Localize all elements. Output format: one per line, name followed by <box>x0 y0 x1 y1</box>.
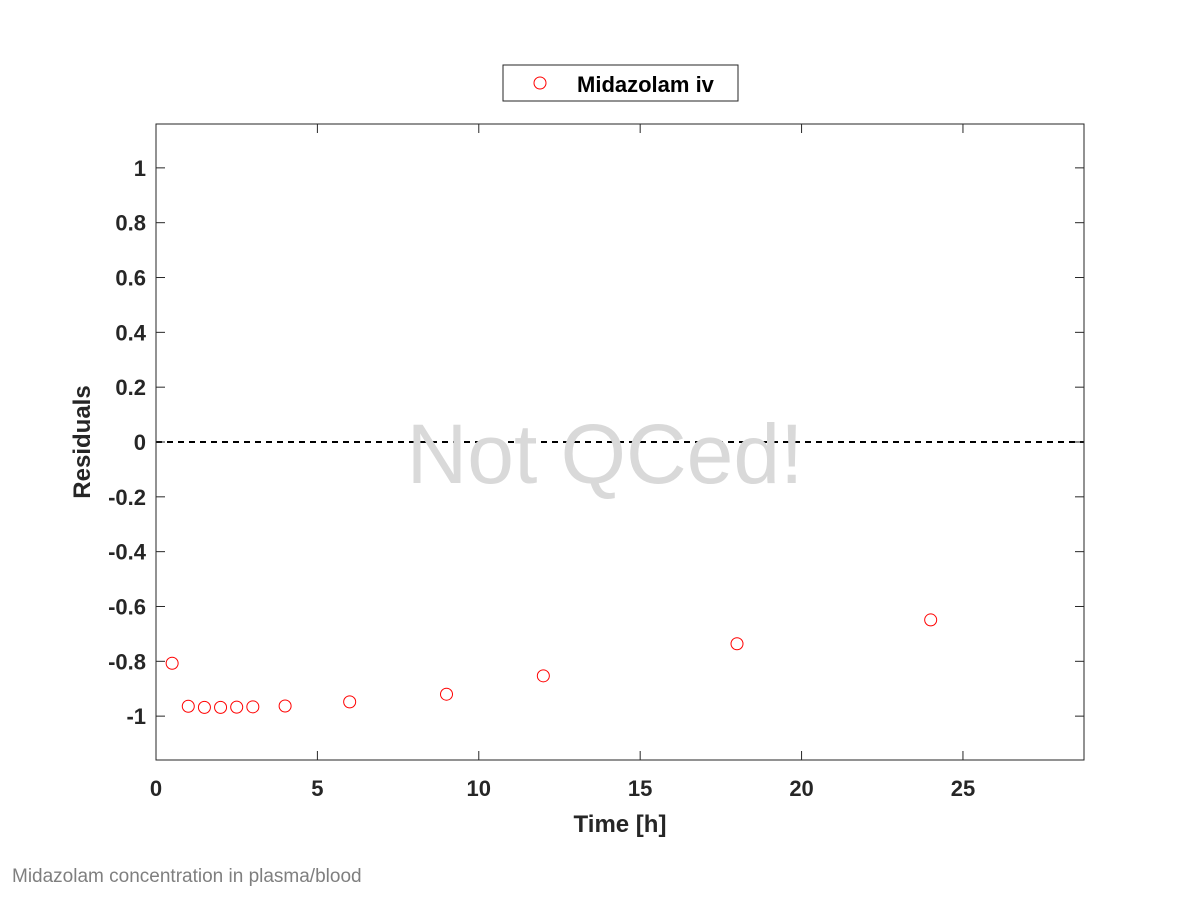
data-point <box>536 669 550 683</box>
x-tick-label: 25 <box>951 776 975 801</box>
y-tick-label: 0.4 <box>115 320 146 345</box>
data-point <box>278 699 292 713</box>
y-tick-label: -0.4 <box>108 540 147 565</box>
figure-caption: Midazolam concentration in plasma/blood <box>12 866 362 887</box>
y-tick-label: -0.2 <box>108 485 146 510</box>
data-points <box>165 613 938 714</box>
legend-marker-icon <box>533 76 547 90</box>
y-tick-label: -0.8 <box>108 649 146 674</box>
y-tick-label: -0.6 <box>108 594 146 619</box>
x-tick-label: 10 <box>467 776 491 801</box>
x-tick-label: 20 <box>789 776 813 801</box>
y-tick-label: -1 <box>126 704 146 729</box>
plot-frame <box>155 123 1085 761</box>
x-tick-label: 0 <box>150 776 162 801</box>
data-point <box>230 700 244 714</box>
data-point <box>214 700 228 714</box>
x-tick-label: 5 <box>311 776 323 801</box>
legend: Midazolam iv <box>502 64 739 102</box>
data-point <box>730 637 744 651</box>
y-axis-label: Residuals <box>69 385 96 498</box>
y-tick-label: 1 <box>134 156 146 181</box>
y-tick-label: 0 <box>134 430 146 455</box>
y-tick-label: 0.2 <box>115 375 146 400</box>
y-tick-label: 0.8 <box>115 211 146 236</box>
x-tick-label: 15 <box>628 776 652 801</box>
watermark: Not QCed! <box>407 407 804 501</box>
y-axis-ticks: -1 -0.8 -0.6 -0.4 -0.2 0 0.2 0.4 0.6 0.8 1 <box>108 156 1084 729</box>
y-tick-label: 0.6 <box>115 266 146 291</box>
data-point <box>197 700 211 714</box>
data-point <box>440 687 454 701</box>
x-axis-label: Time [h] <box>574 811 667 838</box>
legend-box <box>502 64 739 102</box>
data-point <box>165 656 179 670</box>
data-point <box>181 699 195 713</box>
data-point <box>924 613 938 627</box>
data-point <box>343 695 357 709</box>
x-axis-ticks: 0 5 10 15 20 25 <box>150 124 975 801</box>
legend-label: Midazolam iv <box>577 72 715 97</box>
data-point <box>246 700 260 714</box>
